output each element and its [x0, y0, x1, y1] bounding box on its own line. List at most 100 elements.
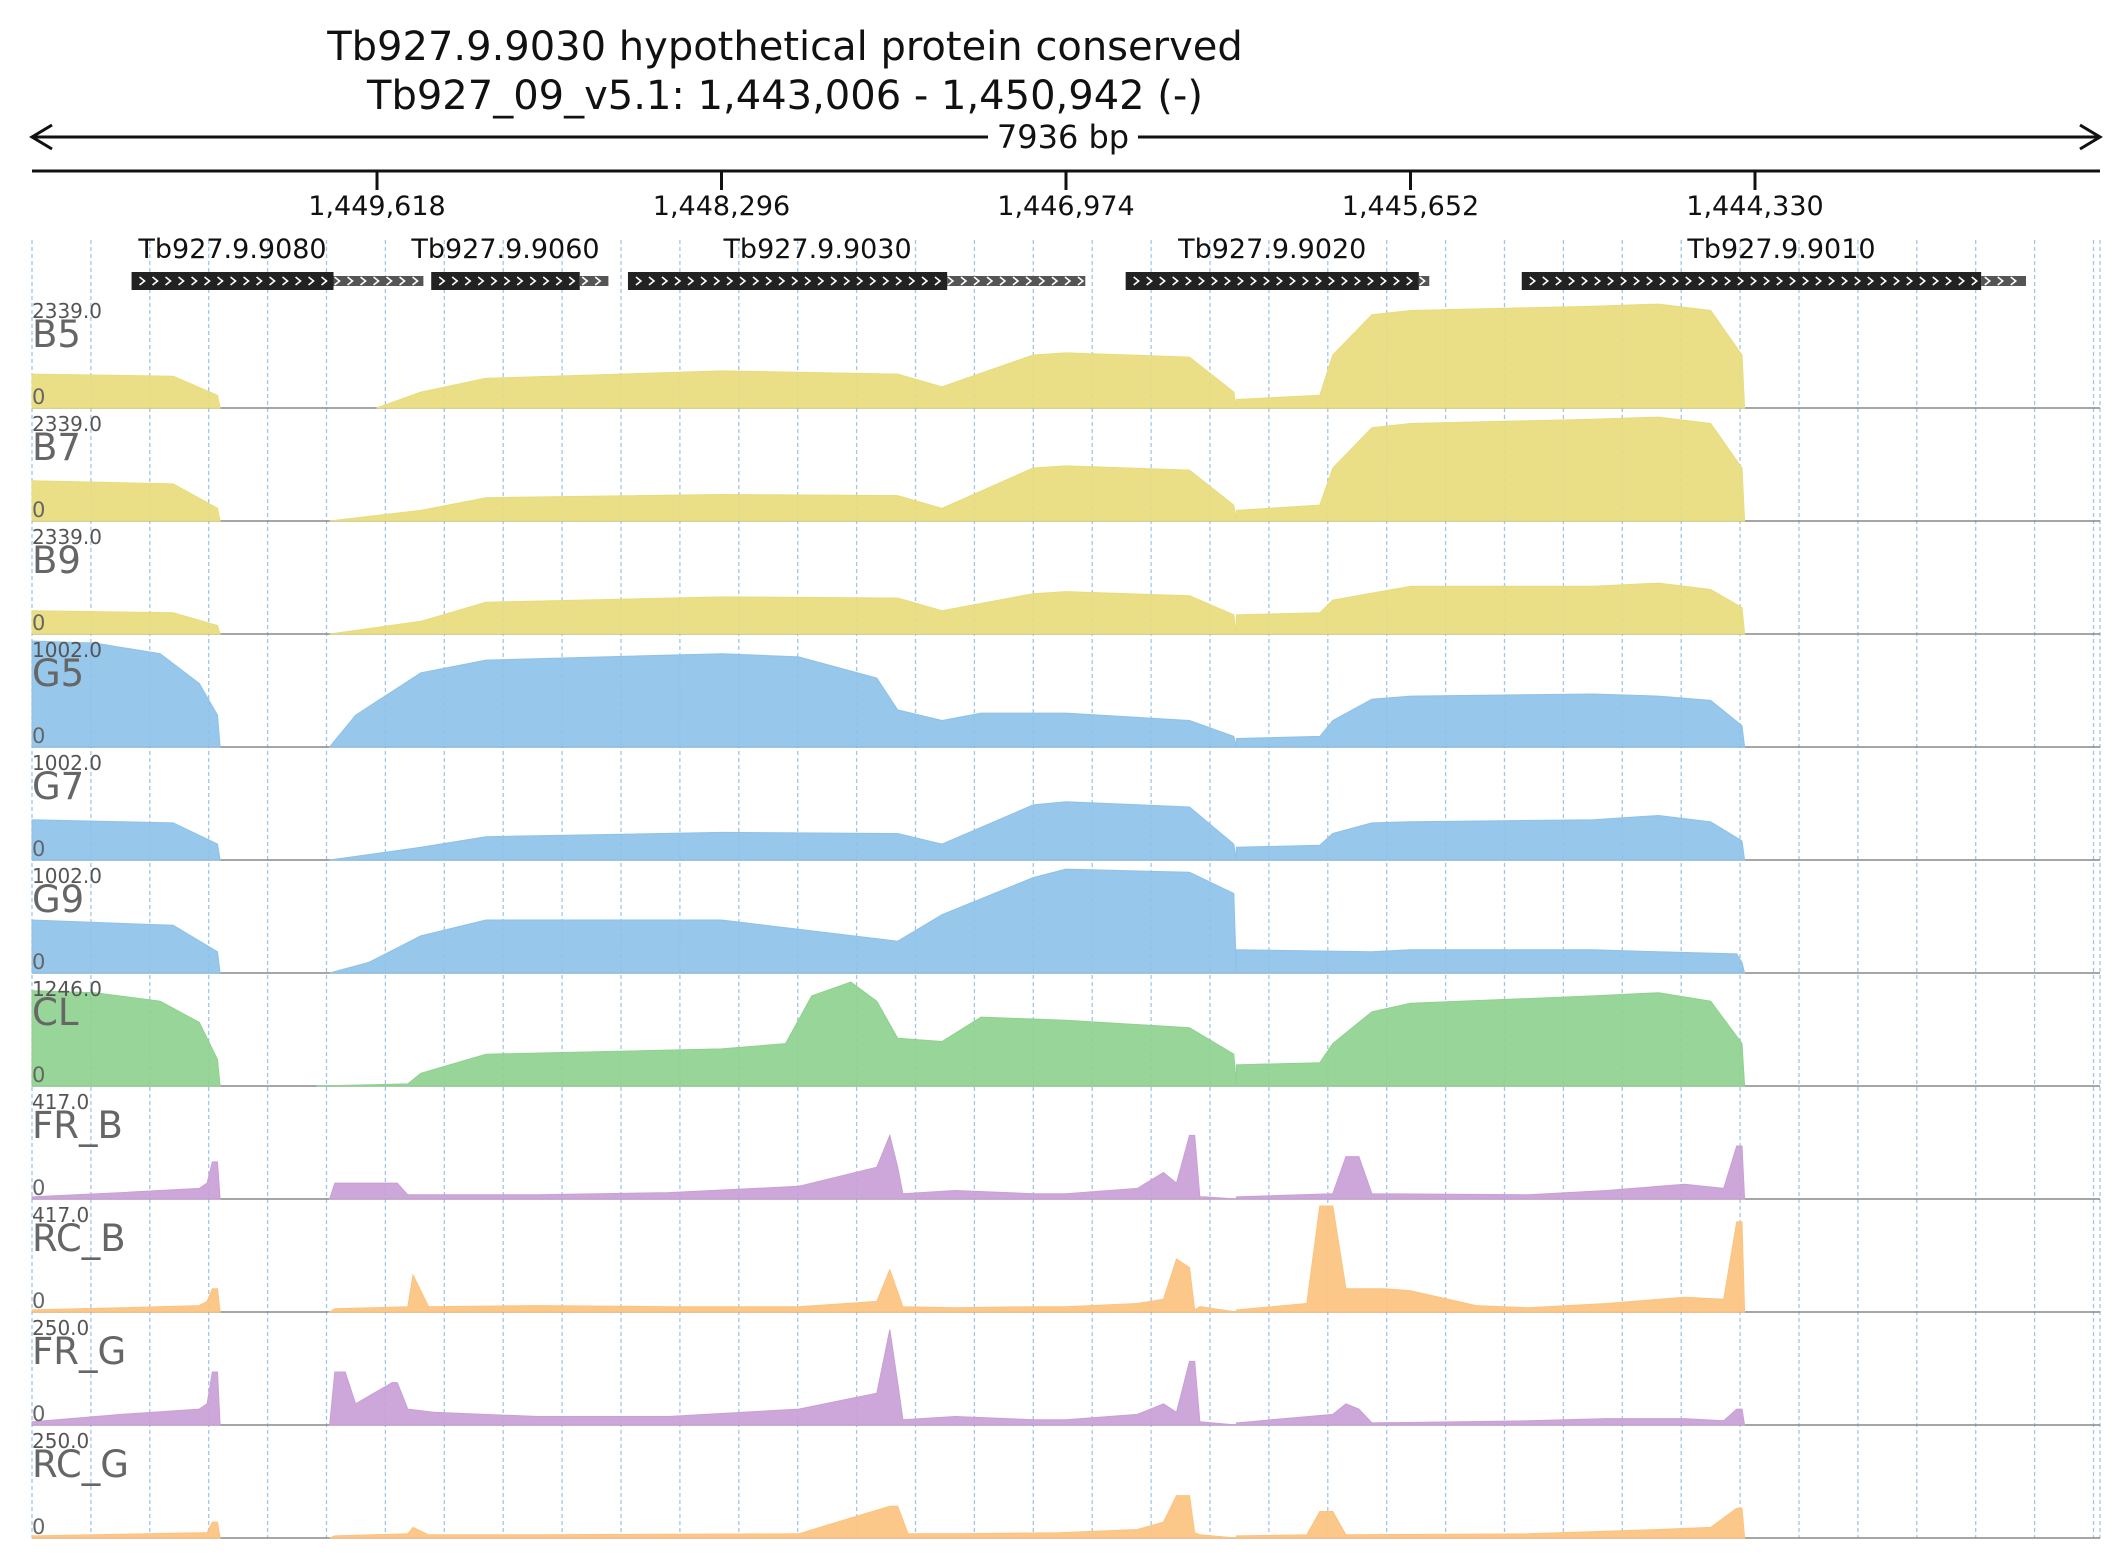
- track-zero-label: 0: [32, 1063, 45, 1087]
- track-name-label: FR_B: [32, 1104, 123, 1147]
- track-name-label: B5: [32, 313, 81, 356]
- strand-chevron-icon: [1997, 276, 2005, 286]
- coverage-area: [31, 640, 221, 748]
- strand-chevron-icon: [1237, 276, 1244, 286]
- strand-chevron-icon: [399, 276, 406, 286]
- span-arrow-left-icon: [29, 123, 53, 151]
- gene-utr: [579, 276, 609, 286]
- tick-label: 1,444,330: [1686, 191, 1823, 222]
- track-rc-b: 417.0RC_B 0: [31, 1203, 2100, 1313]
- strand-chevron-icon: [752, 276, 760, 286]
- strand-chevron-icon: [139, 276, 146, 286]
- strand-chevron-icon: [687, 276, 695, 286]
- coverage-area: [31, 990, 221, 1087]
- coverage-area: [329, 1495, 1237, 1539]
- coverage-area: [1235, 1403, 1746, 1426]
- strand-chevron-icon: [334, 276, 341, 286]
- coverage-area: [31, 919, 221, 974]
- coverage-area: [31, 373, 221, 409]
- track-name-label: FR_G: [32, 1330, 126, 1373]
- strand-chevron-icon: [256, 276, 263, 286]
- strand-chevron-icon: [1038, 276, 1046, 286]
- strand-chevron-icon: [308, 276, 315, 286]
- strand-chevron-icon: [1737, 276, 1745, 286]
- strand-chevron-icon: [726, 276, 734, 286]
- grid-lines: [31, 240, 2101, 1538]
- coverage-area: [1235, 303, 1746, 409]
- strand-chevron-icon: [1302, 276, 1309, 286]
- strand-chevron-icon: [568, 276, 576, 286]
- strand-chevron-icon: [1159, 276, 1166, 286]
- track-name-label: G5: [32, 652, 84, 695]
- gene-cds: [431, 272, 580, 290]
- strand-chevron-icon: [1698, 276, 1706, 286]
- coverage-area: [316, 981, 1237, 1087]
- strand-chevron-icon: [1315, 276, 1322, 286]
- strand-chevron-icon: [960, 276, 968, 286]
- strand-chevron-icon: [555, 276, 563, 286]
- coverage-area: [1235, 814, 1746, 861]
- strand-chevron-icon: [1542, 276, 1550, 286]
- strand-chevron-icon: [1185, 276, 1192, 286]
- strand-chevron-icon: [490, 276, 498, 286]
- strand-chevron-icon: [1276, 276, 1283, 286]
- track-g5: 1002.0G5 0: [31, 638, 2100, 748]
- track-zero-label: 0: [32, 1515, 45, 1539]
- strand-chevron-icon: [674, 276, 682, 286]
- strand-chevron-icon: [856, 276, 864, 286]
- strand-chevron-icon: [1133, 276, 1140, 286]
- coverage-area: [1235, 416, 1746, 522]
- strand-chevron-icon: [1607, 276, 1615, 286]
- tick-label: 1,448,296: [653, 191, 790, 222]
- strand-chevron-icon: [947, 276, 955, 286]
- track-g9: 1002.0G9 0: [31, 864, 2100, 974]
- strand-chevron-icon: [1211, 276, 1218, 286]
- strand-chevron-icon: [1406, 276, 1413, 286]
- strand-chevron-icon: [464, 276, 472, 286]
- tick-label: 1,445,652: [1342, 191, 1479, 222]
- strand-chevron-icon: [581, 276, 589, 286]
- coverage-area: [31, 480, 221, 522]
- strand-chevron-icon: [1172, 276, 1179, 286]
- strand-chevron-icon: [1802, 276, 1810, 286]
- track-max-label: 2339.0: [32, 525, 102, 549]
- strand-chevron-icon: [1711, 276, 1719, 286]
- gene-utr: [947, 276, 1086, 286]
- gene-label: Tb927.9.9080: [137, 234, 326, 265]
- strand-chevron-icon: [999, 276, 1007, 286]
- strand-chevron-icon: [1724, 276, 1732, 286]
- strand-chevron-icon: [1380, 276, 1387, 286]
- coordinate-ticks: 1,449,618 1,448,296 1,446,974 1,445,652 1,44…: [308, 171, 1824, 222]
- strand-chevron-icon: [1077, 276, 1085, 286]
- coverage-area: [1235, 582, 1746, 635]
- gene-feature: Tb927.9.9080: [131, 234, 424, 290]
- span-label: 7936 bp: [997, 118, 1129, 156]
- strand-chevron-icon: [2010, 276, 2018, 286]
- coverage-area: [376, 352, 1237, 409]
- scale-ruler: 7936 bp: [29, 118, 2103, 173]
- gene-feature: Tb927.9.9010: [1521, 234, 2026, 290]
- strand-chevron-icon: [778, 276, 786, 286]
- strand-chevron-icon: [1893, 276, 1901, 286]
- strand-chevron-icon: [1659, 276, 1667, 286]
- strand-chevron-icon: [1854, 276, 1862, 286]
- track-max-label: 250.0: [32, 1316, 89, 1340]
- strand-chevron-icon: [1146, 276, 1153, 286]
- gene-label: Tb927.9.9060: [410, 234, 599, 265]
- span-arrow-right-icon: [2079, 123, 2103, 151]
- gene-feature: Tb927.9.9020: [1125, 234, 1430, 290]
- coverage-tracks: 2339.0B502339.0B702339.0B901002.0G501002…: [31, 299, 2100, 1539]
- strand-chevron-icon: [830, 276, 838, 286]
- gene-label: Tb927.9.9030: [722, 234, 911, 265]
- strand-chevron-icon: [295, 276, 302, 286]
- strand-chevron-icon: [1906, 276, 1914, 286]
- coverage-area: [31, 1161, 221, 1200]
- tick-label: 1,449,618: [308, 191, 445, 222]
- track-cl: 1246.0CL 0: [31, 977, 2100, 1087]
- strand-chevron-icon: [934, 276, 942, 286]
- track-name-label: G9: [32, 878, 84, 921]
- track-name-label: B7: [32, 426, 81, 469]
- track-max-label: 417.0: [32, 1090, 89, 1114]
- track-name-label: CL: [32, 991, 79, 1034]
